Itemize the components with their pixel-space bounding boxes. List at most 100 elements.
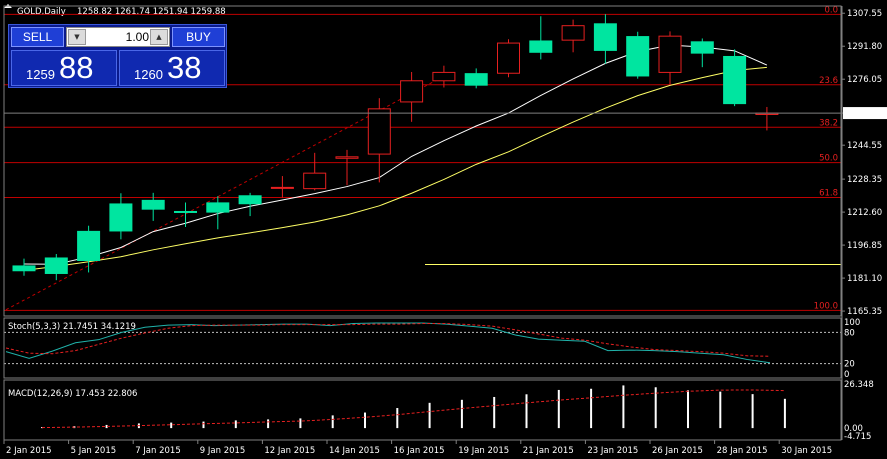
price-tick-label: 1291.80 [847,42,882,52]
candle[interactable] [464,68,488,89]
candle[interactable] [44,254,68,281]
candle-body [270,186,294,189]
candle-body [497,42,520,74]
candle-body [109,203,133,232]
time-tick-label: 7 Jan 2015 [135,446,181,456]
candle-body [658,35,682,73]
price-tick-label: 1181.10 [847,274,882,284]
candle-body [432,71,456,82]
pane-border [3,379,842,441]
sell-price-pips: 88 [59,50,94,85]
candle-body [561,25,585,41]
lot-size-input[interactable] [89,29,149,45]
symbol-title: GOLD,Daily [17,7,66,17]
price-tick-label: 1244.55 [847,141,882,151]
buy-button[interactable]: BUY [172,27,225,47]
price-tick-label: 1165.35 [847,307,882,317]
price-tick-label: 1307.55 [847,9,882,19]
candle-body [626,36,650,77]
fib-level-label: 38.2 [819,118,838,128]
fib-level-label: 61.8 [819,188,838,198]
lot-increase-icon[interactable]: ▲ [150,29,168,45]
candle[interactable] [529,16,553,60]
time-tick-label: 28 Jan 2015 [717,446,768,456]
lot-decrease-icon[interactable]: ▼ [68,29,86,45]
candle[interactable] [77,225,101,273]
candle[interactable] [658,31,682,85]
stoch-main-line [5,322,771,364]
candle-body [206,202,230,213]
lot-size-field[interactable]: ▼ ▲ [66,27,170,47]
candle-body [238,195,262,205]
trend-line [5,75,445,311]
candle[interactable] [174,202,197,227]
time-tick-label: 23 Jan 2015 [587,446,638,456]
candle-body [174,210,197,213]
fib-level-label: 100.0 [814,301,838,311]
candle[interactable] [335,149,359,186]
candle-body [12,265,36,272]
candle[interactable] [723,49,747,107]
macd-title: MACD(12,26,9) 17.453 22.806 [8,389,137,399]
current-price-label: 1259.88 [846,109,881,119]
candle[interactable] [270,176,294,198]
macd-tick-label: 26.348 [844,380,874,390]
one-click-trading-panel: SELL ▼ ▲ BUY 1259 88 1260 38 [8,24,227,88]
candle[interactable] [626,31,650,79]
candle-body [141,199,165,210]
macd-tick-label: 0.00 [844,424,863,434]
candle[interactable] [238,192,262,217]
price-tick-label: 1212.60 [847,208,882,218]
candle[interactable] [432,65,456,88]
candle-body [367,108,391,155]
candle-body [723,55,747,105]
stochastic-pane[interactable]: Stoch(5,3,3) 21.7451 34.1219 [4,322,841,365]
candle-body [690,41,714,54]
buy-price-pips: 38 [167,50,202,85]
candle-body [464,73,488,86]
sell-price-button[interactable]: 1259 88 [11,50,117,86]
sell-button[interactable]: SELL [11,27,64,47]
candle[interactable] [561,19,585,53]
candle[interactable] [367,98,391,183]
candle-body [335,156,359,159]
stoch-title: Stoch(5,3,3) 21.7451 34.1219 [8,322,136,332]
candle-body [44,257,68,274]
time-axis: 2 Jan 2015 5 Jan 2015 7 Jan 2015 9 Jan 2015… [3,440,832,456]
time-tick-label: 16 Jan 2015 [394,446,445,456]
price-tick-label: 1276.05 [847,75,882,85]
price-tick-label: 1196.85 [847,241,882,251]
stoch-tick-label: 0 [844,370,849,380]
stoch-signal-line [5,323,771,357]
fib-level-label: 50.0 [819,154,838,164]
fib-level-label: 0.0 [824,5,838,15]
macd-pane[interactable]: MACD(12,26,9) 17.453 22.806 [8,385,786,429]
candle[interactable] [206,196,230,230]
pane-border [3,5,842,317]
candle-body [529,40,553,53]
candle[interactable] [303,152,327,191]
fib-level-label: 23.6 [819,76,838,86]
moving-average-slow [23,66,767,271]
ohlc-readout: 1258.82 1261.74 1251.94 1259.88 [77,7,226,17]
buy-price-button[interactable]: 1260 38 [119,50,225,86]
stoch-tick-label: 80 [844,328,855,338]
macd-signal-line [41,389,785,429]
candle[interactable] [690,38,714,68]
candle[interactable] [497,39,520,78]
time-tick-label: 19 Jan 2015 [458,446,509,456]
pane-border [3,317,842,379]
macd-tick-label: -4.715 [844,432,871,442]
price-pane[interactable]: GOLD,Daily 1258.82 1261.74 1251.94 1259.… [4,4,841,311]
candle[interactable] [593,14,617,64]
candle-body [303,172,327,190]
candle-body [77,230,101,261]
time-tick-label: 9 Jan 2015 [200,446,246,456]
time-tick-label: 30 Jan 2015 [781,446,832,456]
time-tick-label: 12 Jan 2015 [264,446,315,456]
candle[interactable] [109,193,133,240]
candle[interactable] [12,258,36,276]
candle[interactable] [141,192,165,221]
time-tick-label: 26 Jan 2015 [652,446,703,456]
stoch-tick-label: 20 [844,360,855,370]
